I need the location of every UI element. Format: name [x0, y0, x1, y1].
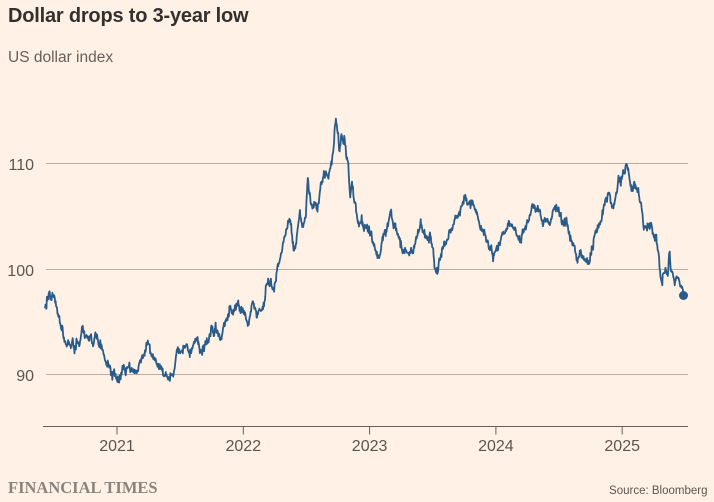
svg-text:2022: 2022 — [226, 438, 262, 455]
svg-text:90: 90 — [16, 368, 34, 385]
svg-text:100: 100 — [7, 263, 34, 280]
svg-text:2023: 2023 — [352, 438, 388, 455]
svg-text:2025: 2025 — [604, 438, 640, 455]
svg-text:110: 110 — [8, 157, 34, 174]
svg-text:2024: 2024 — [478, 438, 514, 455]
svg-text:2021: 2021 — [99, 438, 135, 455]
